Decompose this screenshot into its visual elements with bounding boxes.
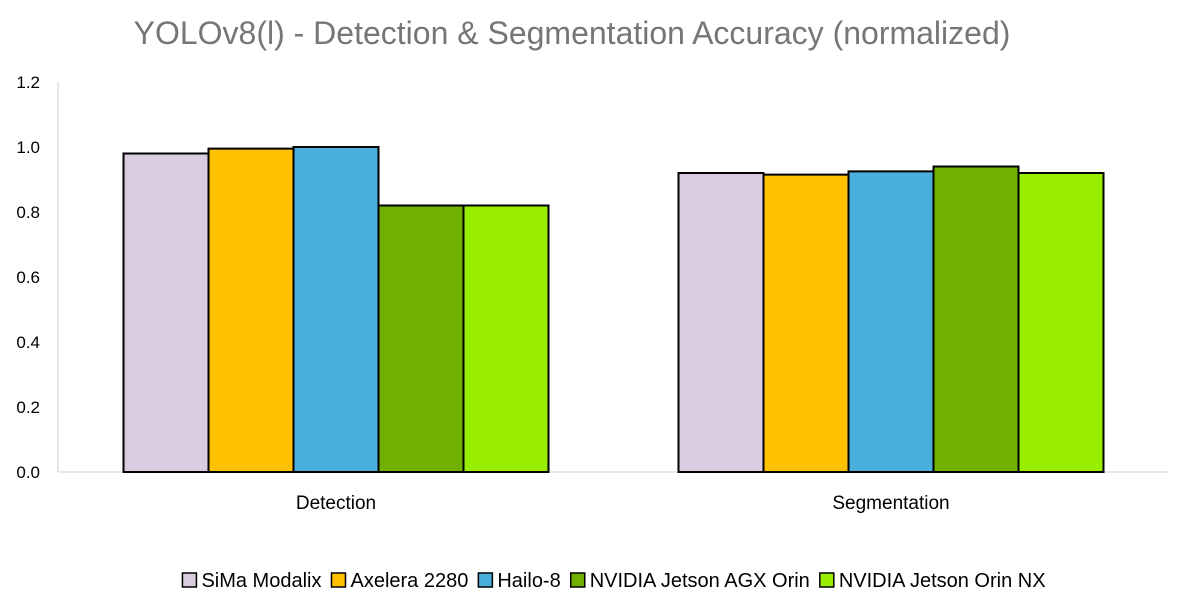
legend-swatch — [477, 572, 494, 588]
legend-label: Hailo-8 — [497, 570, 560, 592]
legend-label: SiMa Modalix — [201, 570, 321, 592]
y-tick-label: 0.6 — [16, 268, 40, 287]
bar — [932, 165, 1020, 473]
bar — [292, 146, 380, 473]
bar — [207, 147, 295, 473]
legend-label: NVIDIA Jetson AGX Orin — [590, 570, 810, 592]
y-tick-label: 1.2 — [16, 73, 40, 92]
chart-title: YOLOv8(l) - Detection & Segmentation Acc… — [134, 15, 1011, 51]
legend: SiMa Modalix Axelera 2280 Hailo-8 NVIDIA Je… — [181, 570, 1046, 592]
bar — [677, 172, 765, 473]
bar — [847, 170, 935, 473]
y-tick-label: 0.0 — [16, 463, 40, 482]
legend-swatch — [819, 572, 835, 588]
legend-swatch — [330, 572, 347, 588]
bar — [122, 152, 210, 473]
y-tick-label: 1.0 — [16, 138, 40, 157]
y-tick-label: 0.8 — [16, 203, 40, 222]
bar — [1017, 172, 1105, 473]
legend-label: Axelera 2280 — [350, 570, 468, 592]
bar — [462, 204, 550, 473]
plot-area: 0.0 0.2 0.4 0.6 0.8 1.0 1.2 Detection Segmentati… — [16, 73, 1168, 514]
legend-label: NVIDIA Jetson Orin NX — [839, 570, 1046, 592]
x-tick-label: Segmentation — [832, 493, 949, 514]
x-tick-label: Detection — [296, 493, 376, 514]
legend-swatch — [181, 572, 198, 588]
bar — [377, 204, 465, 473]
legend-swatch — [569, 572, 586, 588]
bar — [762, 173, 850, 473]
y-tick-label: 0.4 — [16, 333, 40, 352]
y-tick-label: 0.2 — [16, 398, 40, 417]
